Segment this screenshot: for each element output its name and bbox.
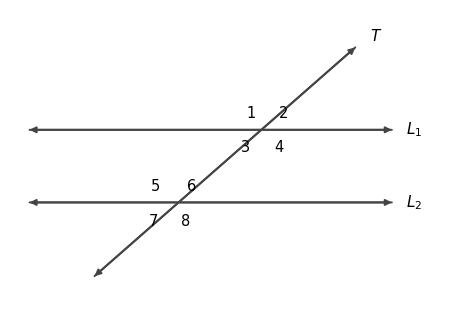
Text: $L_2$: $L_2$ xyxy=(406,193,422,212)
Text: 8: 8 xyxy=(181,214,190,229)
Text: 6: 6 xyxy=(187,179,196,194)
Text: 3: 3 xyxy=(241,140,250,155)
Text: $L_1$: $L_1$ xyxy=(406,121,422,139)
Text: 7: 7 xyxy=(149,214,159,229)
Text: 2: 2 xyxy=(279,106,289,121)
Text: T: T xyxy=(371,29,380,44)
Text: 5: 5 xyxy=(150,179,160,194)
Text: 1: 1 xyxy=(247,106,256,121)
Text: 4: 4 xyxy=(275,140,284,155)
